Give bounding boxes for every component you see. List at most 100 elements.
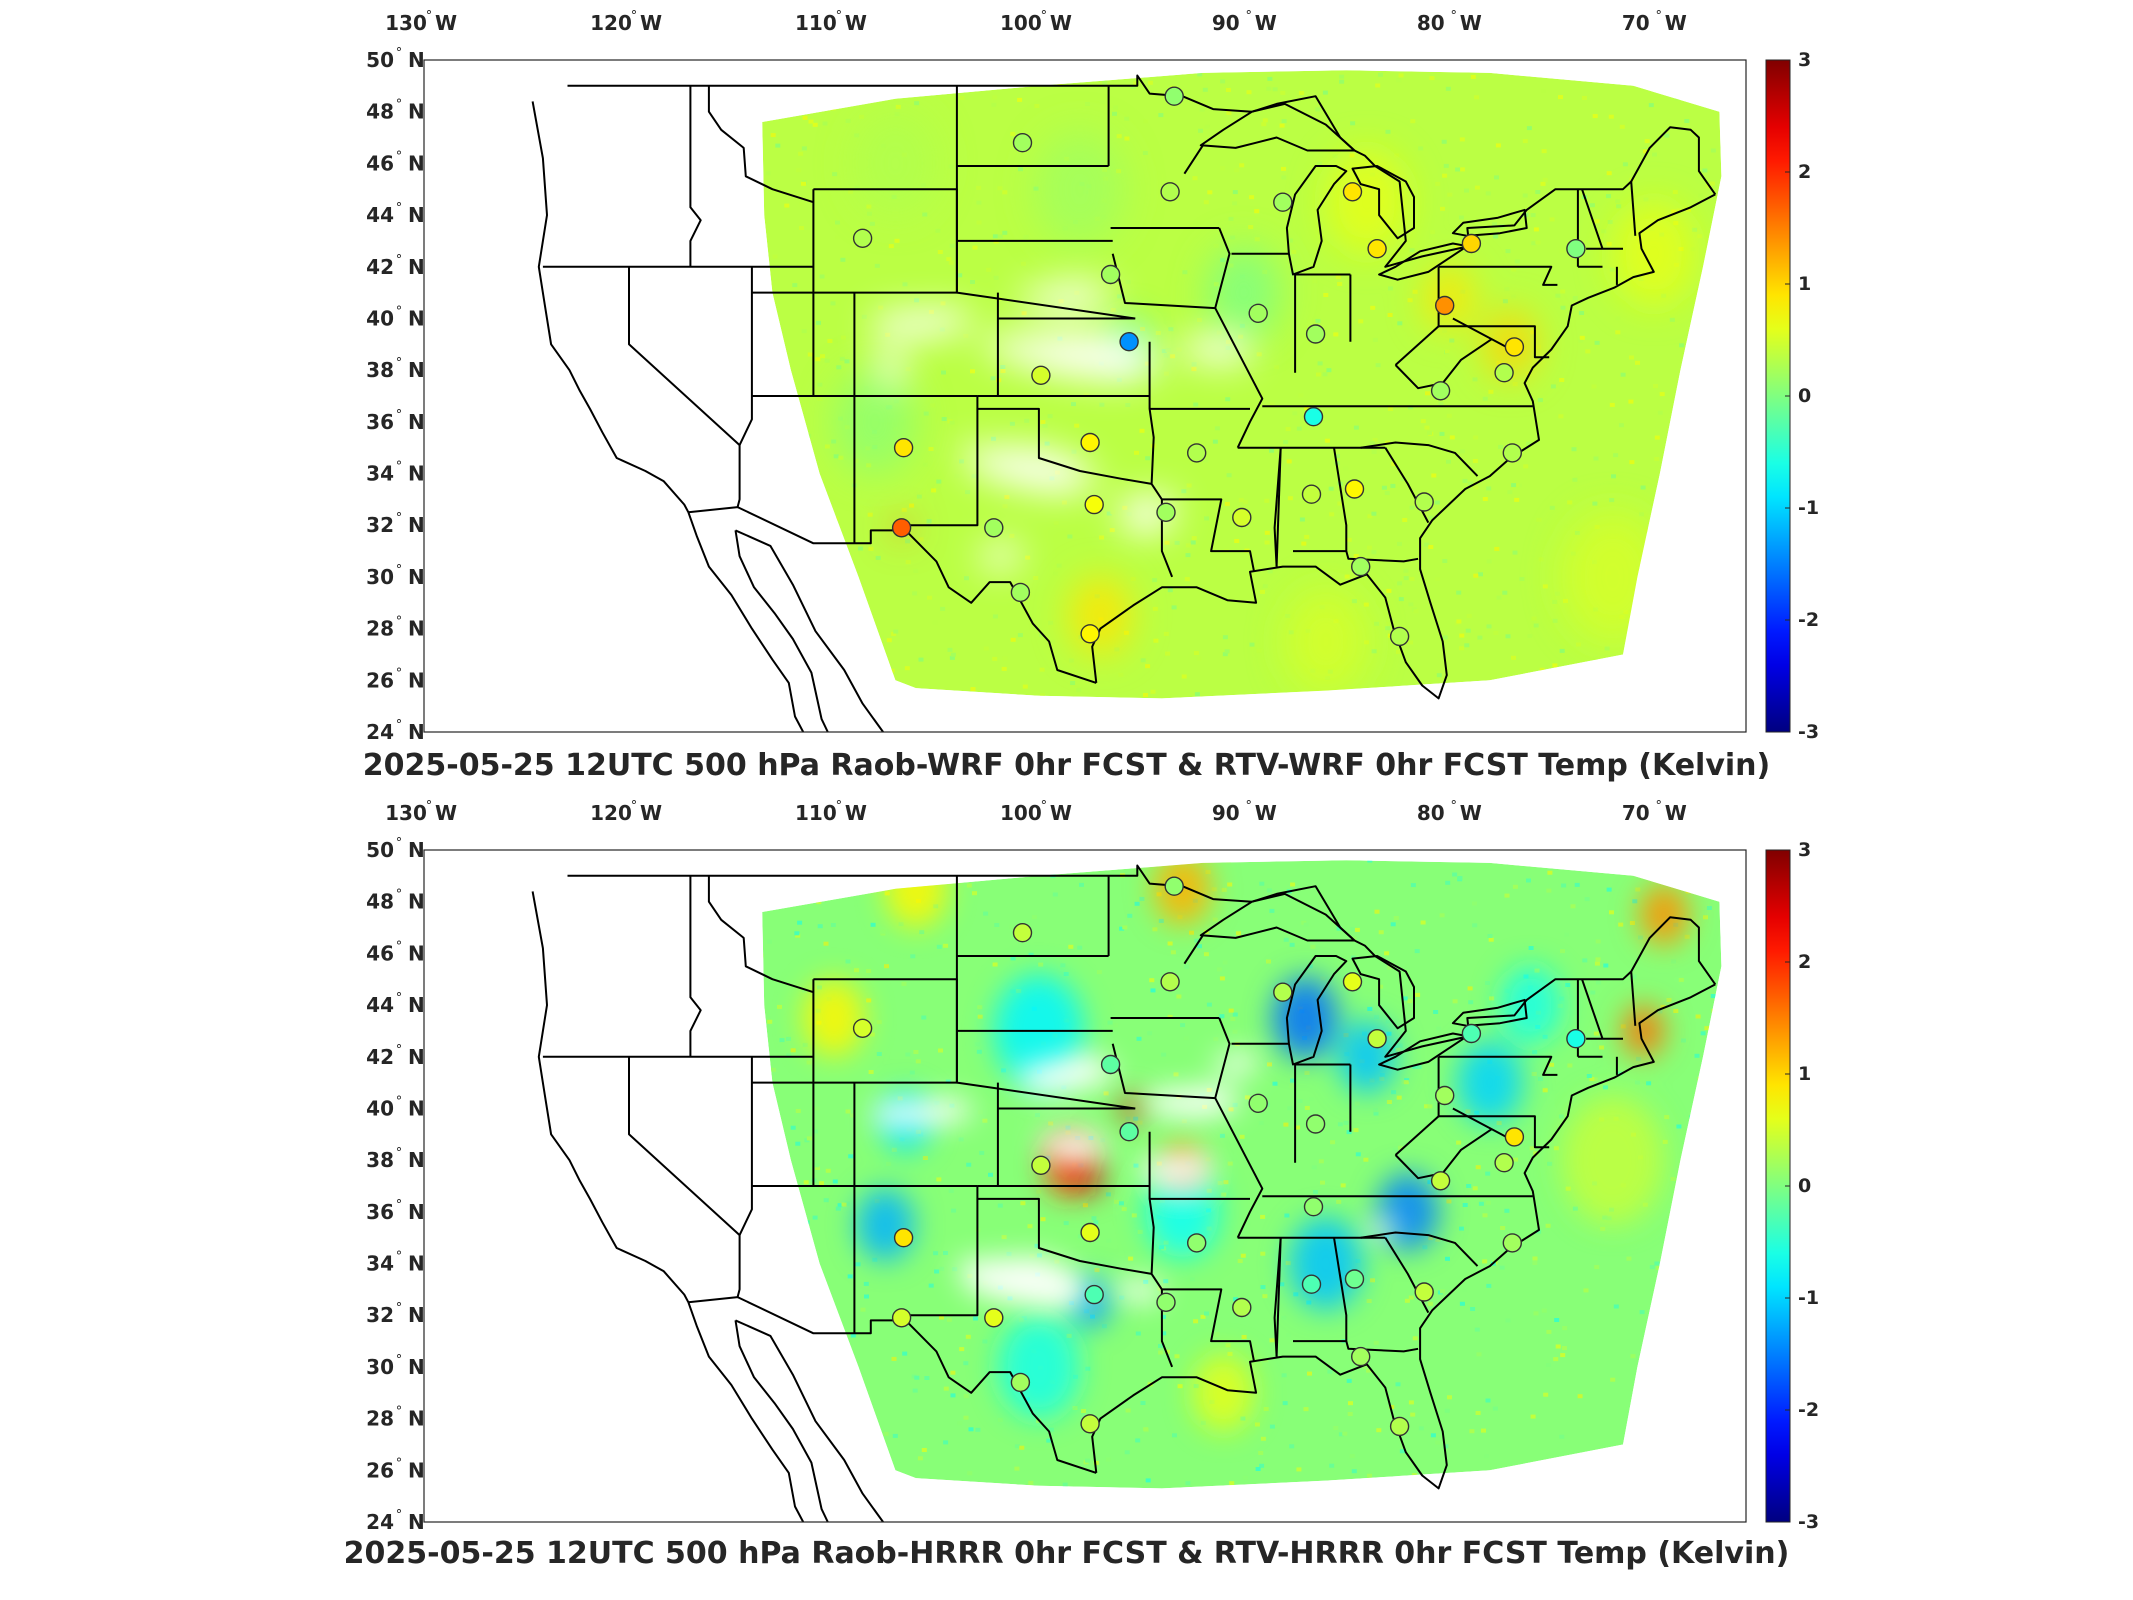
raob-station-marker [1119, 332, 1139, 352]
raob-station-marker [1502, 1233, 1523, 1253]
svg-text:°: ° [1656, 799, 1663, 814]
latitude-tick-label: 48 ° N [366, 98, 425, 124]
svg-text:°: ° [396, 305, 403, 320]
raob-station-marker [1160, 972, 1180, 992]
svg-text:°: ° [396, 563, 403, 578]
svg-text:°: ° [1246, 9, 1253, 24]
map-outlines [531, 74, 1717, 732]
raob-station-marker [1414, 492, 1434, 512]
raob-station-marker [1010, 582, 1031, 603]
raob-station-marker [1342, 182, 1363, 202]
svg-text:W: W [845, 801, 867, 825]
colorbar-tick-label: -3 [1798, 1511, 1819, 1533]
svg-text:N: N [408, 151, 425, 175]
raob-station-marker [1414, 1282, 1434, 1302]
svg-text:°: ° [396, 1146, 403, 1161]
svg-text:W: W [1255, 801, 1277, 825]
latitude-tick-label: 24 ° N [366, 1508, 425, 1534]
svg-text:°: ° [396, 408, 403, 423]
colorbar-tick-label: 0 [1798, 385, 1811, 407]
svg-text:°: ° [631, 9, 638, 24]
svg-text:130: 130 [385, 801, 427, 825]
svg-text:N: N [408, 255, 425, 279]
svg-text:°: ° [1656, 9, 1663, 24]
svg-text:N: N [408, 1407, 425, 1431]
raob-station-marker [1461, 233, 1482, 254]
raob-station-marker [1344, 1269, 1365, 1289]
svg-text:50: 50 [366, 838, 394, 862]
raob-station-marker [1100, 1054, 1121, 1075]
svg-text:W: W [1050, 801, 1072, 825]
raob-station-marker [1504, 337, 1525, 357]
svg-text:°: ° [1041, 9, 1048, 24]
svg-text:°: ° [426, 9, 433, 24]
latitude-tick-label: 40 ° N [366, 1095, 425, 1121]
raob-station-marker [1080, 1222, 1100, 1243]
latitude-tick-label: 28 ° N [366, 615, 425, 641]
colorbar-tick-label: 1 [1798, 1063, 1811, 1085]
svg-text:110: 110 [795, 11, 837, 35]
latitude-tick-label: 44 ° N [366, 991, 425, 1017]
svg-text:W: W [435, 11, 457, 35]
svg-text:120: 120 [590, 801, 632, 825]
raob-station-marker [1502, 443, 1523, 463]
latitude-tick-label: 46 ° N [366, 149, 425, 175]
svg-text:N: N [408, 410, 425, 434]
latitude-tick-label: 24 ° N [366, 718, 425, 744]
svg-text:°: ° [396, 1095, 403, 1110]
svg-text:W: W [640, 11, 662, 35]
svg-text:W: W [1460, 801, 1482, 825]
svg-text:N: N [408, 565, 425, 589]
longitude-tick-label: 130° W [385, 9, 457, 35]
colorbar-tick-label: 3 [1798, 839, 1811, 861]
svg-text:24: 24 [366, 1510, 394, 1534]
raob-station-marker [1186, 443, 1207, 463]
raob-station-marker [1350, 1346, 1371, 1367]
svg-text:N: N [408, 1097, 425, 1121]
svg-text:W: W [435, 801, 457, 825]
raob-station-marker [893, 1228, 914, 1248]
raob-station-marker [1350, 556, 1371, 577]
svg-text:44: 44 [366, 203, 394, 227]
colorbar-tick-label: -1 [1798, 497, 1819, 519]
svg-text:W: W [1050, 11, 1072, 35]
latitude-tick-label: 38 ° N [366, 1146, 425, 1172]
raob-station-marker [1248, 1093, 1268, 1113]
raob-station-marker [1494, 1153, 1514, 1173]
svg-text:°: ° [396, 1250, 403, 1265]
top-map-caption: 2025-05-25 12UTC 500 hPa Raob-WRF 0hr FC… [362, 748, 1771, 783]
raob-station-marker [1084, 494, 1104, 515]
svg-text:°: ° [836, 799, 843, 814]
longitude-tick-label: 70 ° W [1622, 9, 1687, 35]
colorbar: 3 2 1 0 -1 -2 -3 [1765, 49, 1819, 743]
raob-station-marker [1164, 876, 1184, 896]
raob-station-marker [1156, 502, 1176, 522]
svg-text:80: 80 [1417, 11, 1445, 35]
longitude-tick-label: 120° W [590, 9, 662, 35]
longitude-tick-label: 100° W [1000, 799, 1072, 825]
longitude-tick-label: 80 ° W [1417, 799, 1482, 825]
svg-text:°: ° [631, 799, 638, 814]
raob-station-marker [891, 518, 912, 538]
raob-station-marker [1389, 1416, 1410, 1437]
svg-text:N: N [408, 48, 425, 72]
colorbar-tick-label: -3 [1798, 721, 1819, 743]
raob-station-marker [1344, 479, 1365, 499]
no-data-regions [874, 1051, 1398, 1311]
raob-station-marker [1367, 1028, 1387, 1049]
svg-text:W: W [640, 801, 662, 825]
raob-station-marker [1461, 1023, 1482, 1044]
no-data-regions [874, 279, 1255, 572]
svg-text:°: ° [1451, 799, 1458, 814]
raob-station-marker [1080, 1414, 1100, 1434]
temperature-difference-field [762, 860, 1722, 1489]
svg-text:36: 36 [366, 410, 394, 434]
raob-station-marker [1303, 1197, 1324, 1217]
raob-station-marker [1232, 507, 1252, 528]
svg-text:N: N [408, 1355, 425, 1379]
svg-text:110: 110 [795, 801, 837, 825]
raob-station-marker [1080, 624, 1100, 644]
svg-text:°: ° [396, 201, 403, 216]
latitude-tick-label: 34 ° N [366, 460, 425, 486]
svg-text:80: 80 [1417, 801, 1445, 825]
